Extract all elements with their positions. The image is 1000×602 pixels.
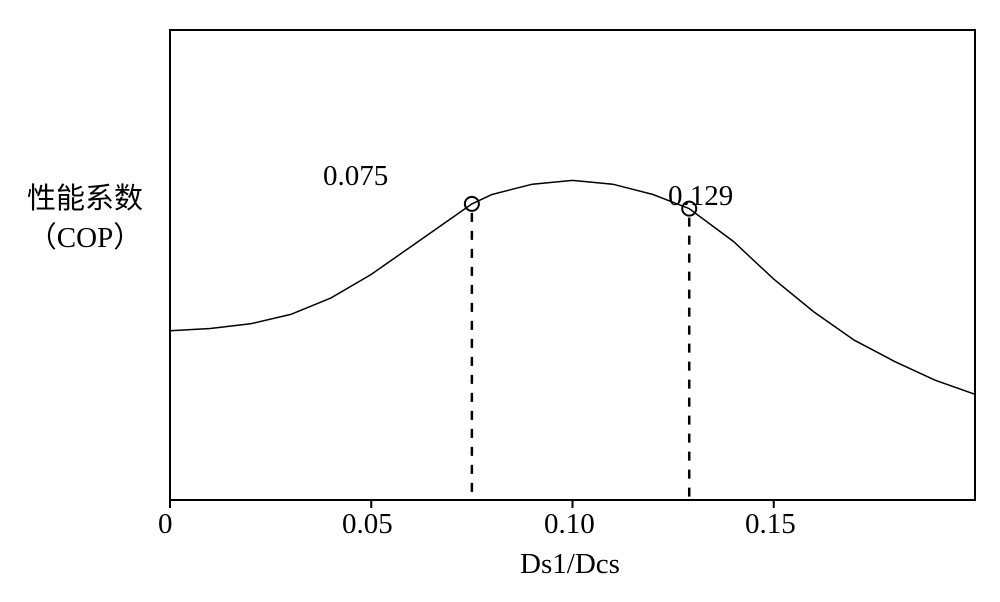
x-axis-label: Ds1/Dcs <box>470 548 670 581</box>
x-tick-0.15: 0.15 <box>745 508 796 541</box>
x-tick-0: 0 <box>158 508 173 541</box>
annotation-0.075: 0.075 <box>323 160 388 193</box>
plot-svg <box>0 0 1000 602</box>
y-axis-label-line2: （COP） <box>28 222 142 254</box>
x-tick-0.10: 0.10 <box>544 508 595 541</box>
annotation-0.129: 0.129 <box>668 180 733 213</box>
chart-container: 性能系数 （COP） 0 0.05 0.10 0.15 Ds1/Dcs 0.07… <box>0 0 1000 602</box>
x-tick-0.05: 0.05 <box>342 508 393 541</box>
y-axis-label: 性能系数 （COP） <box>5 180 165 258</box>
y-axis-label-line1: 性能系数 <box>27 183 143 215</box>
